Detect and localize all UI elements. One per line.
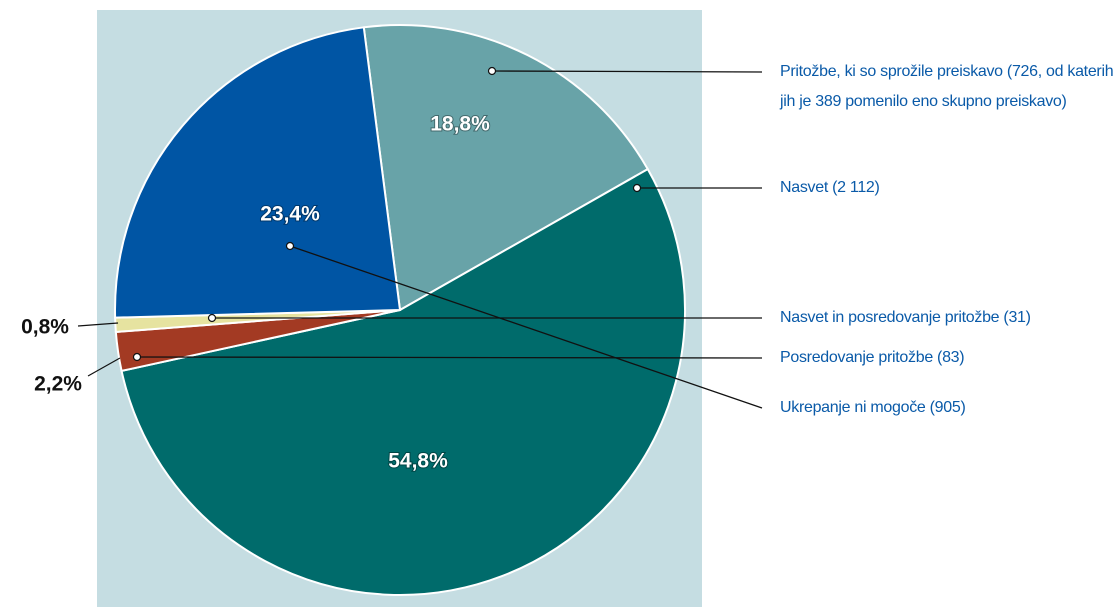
leader-dot [632, 183, 642, 193]
legend-label: Posredovanje pritožbe (83) [780, 349, 965, 366]
pie-slice [120, 167, 686, 596]
leader-dot [207, 313, 217, 323]
legend-label: Ukrepanje ni mogoče (905) [780, 399, 966, 416]
percent-label: 18,8% [430, 113, 490, 136]
percent-label: 0,8% [21, 316, 69, 339]
legend-label: Nasvet in posredovanje pritožbe (31) [780, 309, 1031, 326]
leader-line [136, 356, 763, 359]
pie-slice [362, 24, 650, 312]
percent-label: 2,2% [34, 373, 82, 396]
label-leader [87, 357, 121, 377]
percent-label: 23,4% [260, 203, 320, 226]
pie-slice [114, 26, 402, 319]
legend-label: Pritožbe, ki so sprožile preiskavo (726,… [780, 63, 1114, 110]
leader-dot [487, 66, 497, 76]
label-leader [77, 322, 119, 327]
leader-line [289, 245, 763, 409]
legend-label: Nasvet (2 112) [780, 179, 880, 196]
leader-line [491, 70, 763, 73]
percent-label: 54,8% [388, 450, 448, 473]
leader-dot [132, 352, 142, 362]
leader-dot [285, 241, 295, 251]
